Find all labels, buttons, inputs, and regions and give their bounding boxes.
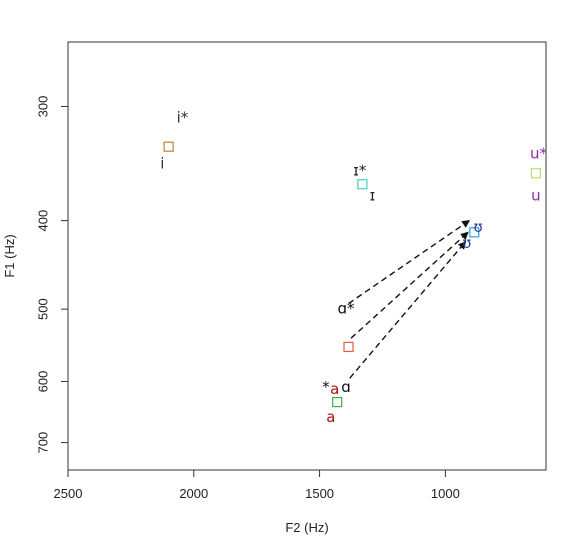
vowel-label: ɑ [341, 378, 351, 396]
y-tick-label: 700 [35, 432, 50, 454]
x-axis: 2500 2000 1500 1000 [54, 470, 460, 501]
y-tick-label: 400 [35, 210, 50, 232]
y-axis: 300 400 500 600 700 [35, 96, 68, 454]
vowel-label: a [326, 408, 335, 426]
square-marker-layer [163, 141, 542, 408]
vowel-label: u [531, 187, 541, 205]
y-tick-label: 600 [35, 371, 50, 393]
vowel-label: ʊ [462, 234, 471, 252]
vowel-label: * [322, 378, 330, 396]
x-axis-title: F2 (Hz) [285, 520, 328, 535]
x-tick-label: 2000 [179, 486, 208, 501]
shift-arrow [348, 220, 471, 305]
y-tick-label: 300 [35, 96, 50, 118]
y-axis-title: F1 (Hz) [2, 234, 17, 277]
vowel-label: a [330, 380, 339, 398]
shift-arrow [350, 231, 469, 339]
square-marker [530, 168, 542, 179]
vowel-label: i* [177, 109, 189, 127]
square-marker [469, 227, 480, 238]
x-tick-label: 1000 [431, 486, 460, 501]
y-tick-label: 500 [35, 298, 50, 320]
vowel-label: i [160, 155, 164, 173]
square-marker [332, 396, 343, 408]
vowel-label: ʊ [473, 218, 482, 236]
square-marker [343, 341, 354, 353]
vowel-label: ɪ [370, 187, 376, 205]
vowel-label: ɑ* [337, 300, 355, 318]
x-tick-label: 2500 [54, 486, 83, 501]
square-marker [163, 141, 174, 152]
arrow-layer [348, 220, 471, 379]
vowel-label: u* [530, 144, 548, 162]
vowel-label: ɪ* [353, 162, 367, 180]
x-tick-label: 1500 [305, 486, 334, 501]
plot-frame [67, 41, 547, 471]
square-marker [357, 179, 368, 190]
